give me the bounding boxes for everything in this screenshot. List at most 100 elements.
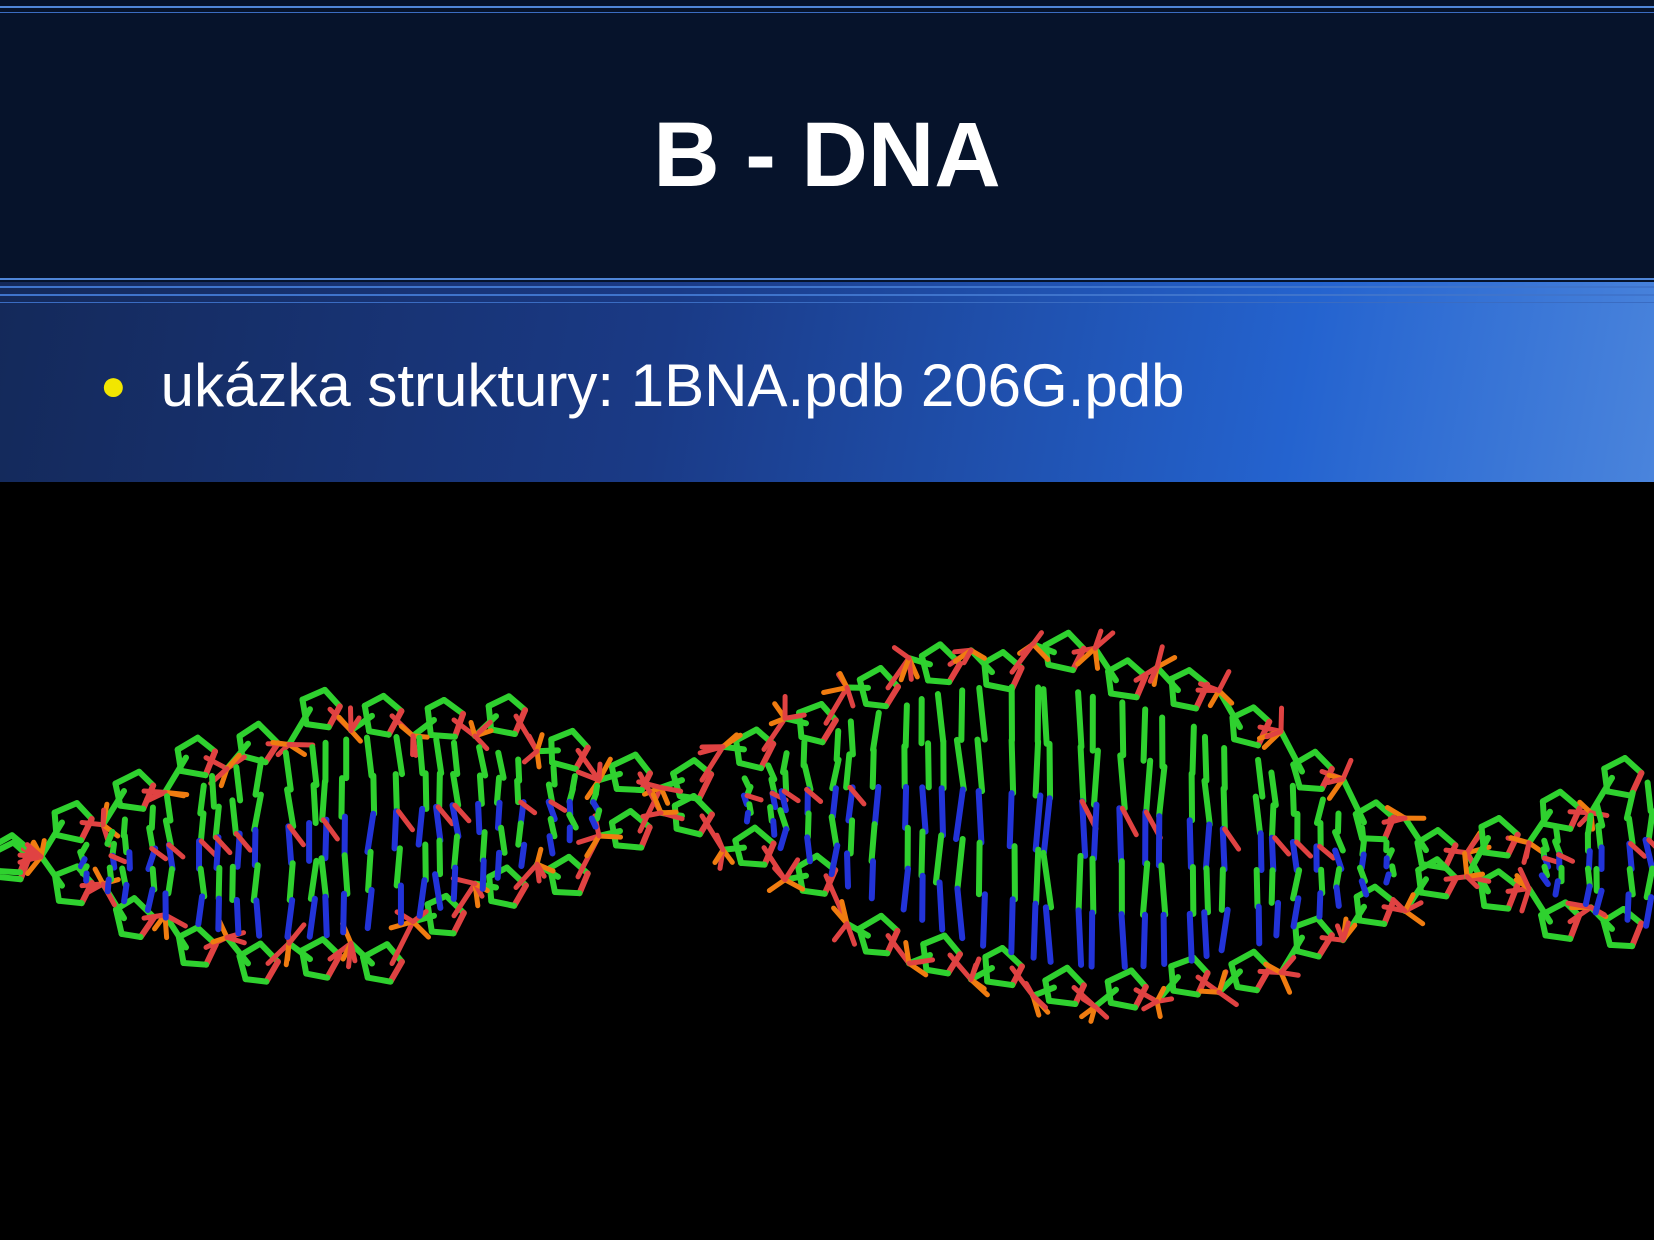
- bond: [1033, 846, 1042, 907]
- bond: [100, 807, 107, 828]
- bond: [1272, 835, 1292, 857]
- bond: [1318, 866, 1326, 897]
- bond: [1625, 815, 1636, 847]
- bond: [1077, 743, 1087, 805]
- bond: [868, 858, 877, 902]
- bond: [1332, 829, 1346, 854]
- bond: [83, 870, 90, 884]
- bond: [650, 791, 664, 816]
- bond: [843, 751, 853, 791]
- bond: [847, 817, 856, 857]
- bond: [938, 785, 946, 839]
- bond: [347, 705, 354, 734]
- bond: [772, 865, 788, 883]
- bond: [197, 782, 207, 817]
- bond: [799, 887, 828, 897]
- bond: [162, 911, 189, 951]
- bond: [203, 941, 219, 968]
- bond: [902, 783, 910, 831]
- bond: [1601, 755, 1628, 772]
- bond: [143, 789, 168, 804]
- bond: [451, 833, 461, 871]
- bond: [166, 842, 186, 860]
- bond: [1588, 774, 1615, 816]
- bond: [968, 956, 982, 983]
- bond: [1189, 723, 1197, 777]
- bond: [1273, 899, 1282, 939]
- bond: [1538, 912, 1549, 939]
- bond: [476, 772, 485, 807]
- bond: [800, 738, 808, 769]
- bond: [1443, 874, 1459, 900]
- bond: [1264, 728, 1284, 740]
- bond: [494, 849, 503, 881]
- bond: [596, 770, 623, 784]
- bond: [1042, 904, 1054, 965]
- bond: [284, 897, 296, 940]
- bond: [1147, 664, 1160, 684]
- bond: [983, 681, 1015, 693]
- bond: [450, 864, 459, 902]
- bond: [1478, 815, 1503, 830]
- bond: [1030, 641, 1051, 662]
- bullet-marker-icon: ●: [100, 361, 127, 410]
- bond: [55, 897, 85, 907]
- bond: [1216, 669, 1232, 694]
- bond: [1030, 993, 1048, 1010]
- bond: [433, 803, 444, 844]
- bond: [576, 870, 591, 897]
- bond: [918, 828, 926, 879]
- bond: [306, 895, 318, 940]
- bond: [871, 783, 882, 828]
- bond: [1253, 866, 1261, 910]
- bond: [1644, 779, 1654, 815]
- bond: [1221, 744, 1228, 792]
- bond: [804, 786, 824, 804]
- bond: [1289, 839, 1300, 874]
- bond: [575, 769, 602, 783]
- bond: [1156, 763, 1168, 820]
- bond: [862, 948, 891, 957]
- bond: [534, 846, 544, 867]
- bond: [1317, 843, 1337, 861]
- bond: [162, 754, 189, 796]
- bond: [282, 749, 294, 793]
- bond: [1313, 796, 1326, 826]
- bond: [804, 834, 814, 865]
- bond: [1604, 788, 1634, 799]
- bond: [435, 804, 455, 827]
- bond: [1481, 902, 1512, 912]
- bond: [270, 739, 292, 747]
- bond: [393, 734, 406, 778]
- bond: [1141, 998, 1160, 1012]
- bond: [743, 809, 752, 825]
- bond: [551, 888, 583, 897]
- bond: [298, 936, 326, 954]
- bond: [947, 952, 974, 983]
- bond: [195, 893, 206, 928]
- bond: [777, 807, 790, 833]
- divider: [0, 294, 1654, 296]
- bond: [984, 978, 1016, 989]
- bond: [1582, 883, 1593, 908]
- bond: [389, 919, 416, 967]
- bond: [1462, 850, 1470, 880]
- bond: [744, 793, 764, 803]
- bond: [521, 748, 540, 765]
- bond: [1219, 825, 1228, 873]
- bond: [1373, 799, 1397, 821]
- bond: [100, 881, 117, 908]
- bond: [1030, 984, 1057, 999]
- bond: [1190, 954, 1211, 976]
- bond: [1186, 910, 1195, 964]
- bond: [1326, 776, 1346, 801]
- bond: [945, 951, 963, 977]
- bond: [511, 882, 529, 909]
- bond: [829, 756, 842, 792]
- bond: [566, 811, 579, 831]
- bond: [1268, 769, 1279, 809]
- bond: [1332, 847, 1345, 872]
- bond: [847, 784, 867, 807]
- bond: [1624, 891, 1632, 923]
- bond: [1592, 887, 1605, 916]
